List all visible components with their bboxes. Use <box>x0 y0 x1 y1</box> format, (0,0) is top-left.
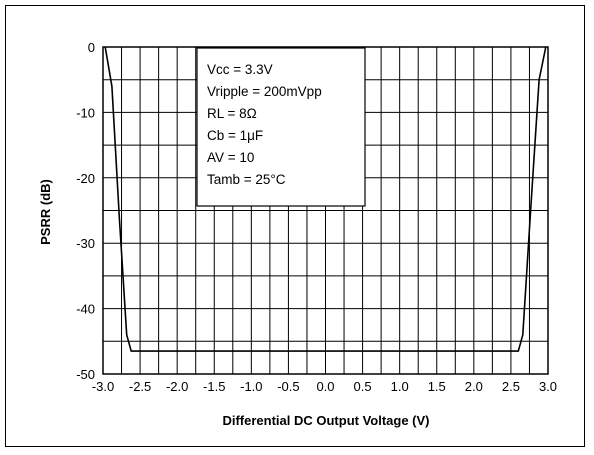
conditions-box-border <box>196 47 366 207</box>
y-tick-labels: 0 -10 -20 -30 -40 -50 <box>76 40 95 382</box>
x-tick-label: -2.0 <box>166 379 188 394</box>
plot-area <box>102 46 549 375</box>
y-tick-label: -50 <box>76 367 95 382</box>
y-tick-label: -20 <box>76 171 95 186</box>
x-axis-title: Differential DC Output Voltage (V) <box>222 413 429 428</box>
psrr-curve <box>104 46 547 352</box>
x-tick-label: 2.0 <box>465 379 483 394</box>
conditions-box: Vcc = 3.3V Vripple = 200mVpp RL = 8Ω Cb … <box>196 47 366 207</box>
annotation-cb: Cb = 1μF <box>207 128 263 143</box>
x-tick-label: -2.5 <box>129 379 151 394</box>
x-tick-label: -3.0 <box>92 379 114 394</box>
annotation-tamb: Tamb = 25°C <box>207 172 286 187</box>
x-tick-label: -1.0 <box>240 379 262 394</box>
x-tick-label: -1.5 <box>203 379 225 394</box>
x-tick-label: -0.5 <box>277 379 299 394</box>
x-tick-label: 0.0 <box>316 379 334 394</box>
y-tick-label: -10 <box>76 105 95 120</box>
x-tick-labels: -3.0 -2.5 -2.0 -1.5 -1.0 -0.5 0.0 0.5 1.0 1.5 2.0 2… <box>92 379 557 394</box>
y-axis-title: PSRR (dB) <box>38 179 53 245</box>
annotation-av: AV = 10 <box>207 150 254 165</box>
annotation-rl: RL = 8Ω <box>207 106 257 121</box>
x-tick-label: 3.0 <box>539 379 557 394</box>
annotation-vripple: Vripple = 200mVpp <box>207 84 322 99</box>
y-tick-label: -40 <box>76 302 95 317</box>
x-tick-label: 2.5 <box>502 379 520 394</box>
annotation-vcc: Vcc = 3.3V <box>207 62 273 77</box>
x-tick-label: 1.5 <box>428 379 446 394</box>
y-tick-label: -30 <box>76 236 95 251</box>
x-tick-label: 1.0 <box>391 379 409 394</box>
y-tick-label: 0 <box>88 40 95 55</box>
x-tick-label: 0.5 <box>354 379 372 394</box>
